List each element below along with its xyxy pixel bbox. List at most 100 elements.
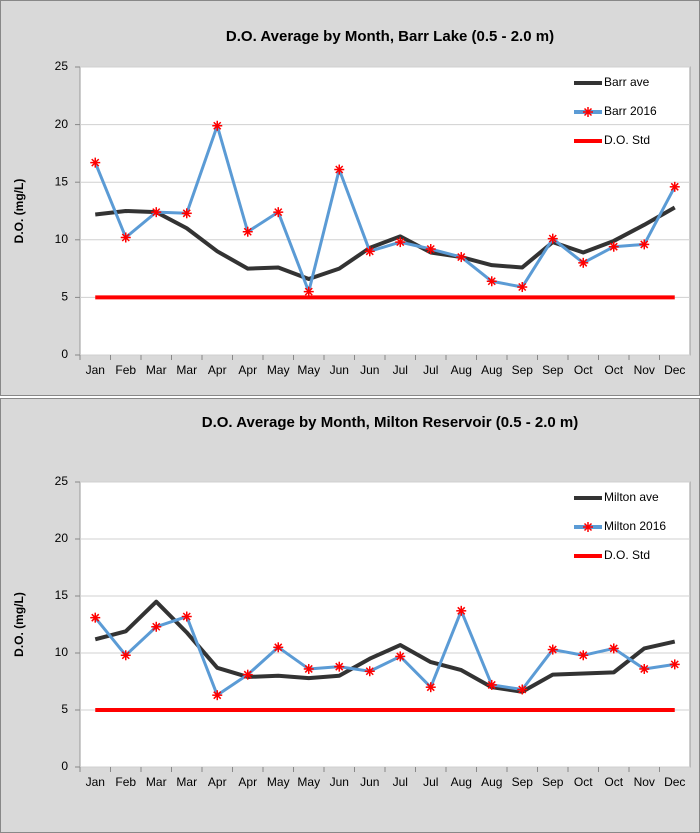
x-tick-label: Dec [664,775,685,789]
data-point [547,644,558,655]
y-tick-label: 20 [55,117,69,131]
marker-stroke [182,209,191,218]
marker-stroke [583,522,593,532]
x-tick-label: Aug [451,363,472,377]
marker-stroke [152,208,161,217]
marker-stroke [518,685,527,694]
x-tick-label: Nov [634,775,655,789]
legend-label: Barr ave [604,75,650,89]
legend-label: D.O. Std [604,548,650,562]
marker-stroke [91,158,100,167]
marker-stroke [457,606,466,615]
x-tick-label: Apr [208,363,227,377]
x-tick-label: May [267,363,290,377]
marker-stroke [487,277,496,286]
data-point [608,643,619,654]
marker-stroke [335,662,344,671]
y-tick-label: 0 [61,347,68,361]
y-tick-label: 25 [55,59,69,73]
marker-stroke [152,622,161,631]
data-point [669,659,680,670]
marker-stroke [274,643,283,652]
marker-stroke [91,613,100,622]
x-tick-label: Aug [481,775,502,789]
x-tick-label: Aug [451,775,472,789]
legend-label: D.O. Std [604,133,650,147]
marker-stroke [182,612,191,621]
x-tick-label: Mar [146,775,167,789]
series-line [93,124,677,294]
x-tick-label: Apr [238,775,257,789]
marker-stroke [640,240,649,249]
x-tick-label: Mar [176,775,197,789]
series-line [94,599,676,694]
marker-stroke [243,670,252,679]
data-point [486,276,497,287]
data-point [151,621,162,632]
x-tick-label: Nov [634,363,655,377]
y-axis-label: D.O. (mg/L) [12,592,26,657]
data-point [212,120,223,131]
marker-stroke [365,667,374,676]
data-point [608,241,619,252]
x-tick-label: Jun [360,775,379,789]
marker-stroke [213,121,222,130]
data-point [303,663,314,674]
x-tick-label: Jul [393,775,408,789]
data-point [273,207,284,218]
data-point [120,650,131,661]
marker-stroke [304,287,313,296]
marker-stroke [609,644,618,653]
x-tick-label: Oct [604,363,623,377]
data-point [456,605,467,616]
y-tick-label: 5 [61,290,68,304]
data-point [639,239,650,250]
marker-stroke [243,227,252,236]
marker-stroke [396,652,405,661]
marker-stroke [396,238,405,247]
y-tick-label: 15 [55,588,69,602]
data-point [486,679,497,690]
y-tick-label: 15 [55,174,69,188]
data-point [517,282,528,293]
x-tick-label: May [297,775,320,789]
y-tick-label: 10 [55,232,69,246]
legend-marker [583,107,593,117]
legend-label: Milton ave [604,490,659,504]
x-tick-label: Jun [330,363,349,377]
y-tick-label: 5 [61,702,68,716]
marker-stroke [426,244,435,254]
data-point [395,651,406,662]
marker-stroke [579,258,588,267]
data-point [151,207,162,218]
chart-title: D.O. Average by Month, Barr Lake (0.5 - … [226,28,554,45]
x-tick-label: Jun [360,363,379,377]
marker-stroke [304,664,313,673]
data-point [242,669,253,680]
data-point [364,666,375,677]
y-axis-label: D.O. (mg/L) [12,179,26,244]
marker-stroke [487,680,496,689]
marker-stroke [583,107,593,117]
series-line [94,609,675,697]
marker-stroke [609,242,618,251]
marker-stroke [365,247,374,256]
data-point [303,286,314,297]
x-tick-label: May [267,775,290,789]
marker-stroke [335,165,344,174]
x-tick-label: Jun [330,775,349,789]
x-tick-label: Oct [574,775,593,789]
x-tick-label: Jul [393,363,408,377]
x-tick-label: Jan [86,775,105,789]
x-tick-label: Aug [481,363,502,377]
data-point [364,246,375,257]
marker-stroke [426,683,435,692]
x-tick-label: Feb [115,363,136,377]
x-tick-label: Oct [604,775,623,789]
marker-stroke [548,234,557,243]
data-point [669,181,680,192]
data-point [90,612,101,623]
x-tick-label: Feb [115,775,136,789]
marker-stroke [579,651,588,660]
